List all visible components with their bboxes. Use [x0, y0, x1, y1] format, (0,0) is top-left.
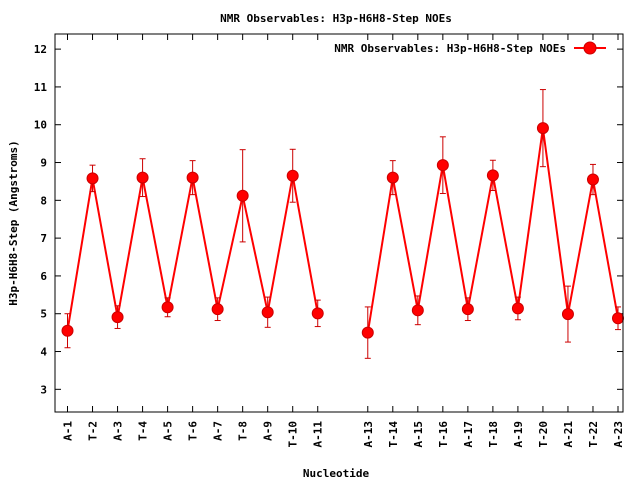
y-tick-label: 7 — [40, 232, 47, 245]
x-tick-label: T-14 — [387, 421, 400, 448]
data-point — [412, 305, 423, 316]
x-tick-label: T-20 — [537, 421, 550, 448]
y-tick-label: 12 — [34, 43, 47, 56]
x-tick-label: T-16 — [437, 421, 450, 448]
y-tick-label: 9 — [40, 157, 47, 170]
y-tick-label: 6 — [40, 270, 47, 283]
data-point — [537, 123, 548, 134]
x-tick-label: A-17 — [462, 421, 475, 448]
x-tick-label: A-5 — [162, 421, 175, 441]
legend-marker — [584, 42, 596, 54]
series-line — [68, 176, 318, 331]
x-tick-label: A-1 — [62, 421, 75, 441]
plot-area — [62, 90, 623, 359]
series-line — [368, 128, 618, 333]
x-tick-label: A-3 — [112, 421, 125, 441]
legend-label: NMR Observables: H3p-H6H8-Step NOEs — [334, 42, 566, 55]
x-tick-label: A-7 — [212, 421, 225, 441]
data-point — [87, 173, 98, 184]
x-tick-label: T-10 — [287, 421, 300, 448]
y-tick-label: 3 — [40, 383, 47, 396]
x-tick-label: T-8 — [237, 421, 250, 441]
data-point — [387, 172, 398, 183]
data-point — [362, 327, 373, 338]
y-tick-label: 4 — [40, 346, 47, 359]
y-tick-label: 5 — [40, 308, 47, 321]
data-point — [62, 325, 73, 336]
y-tick-label: 11 — [34, 81, 48, 94]
y-tick-label: 8 — [40, 194, 47, 207]
data-point — [187, 172, 198, 183]
data-point — [562, 309, 573, 320]
x-tick-label: A-19 — [512, 421, 525, 448]
x-axis: A-1 T-2 A-3 T-4 A-5 T-6 A-7 T-8 A-9 T-10 A-11 A-13 T… — [62, 34, 625, 448]
x-tick-label: A-9 — [262, 421, 275, 441]
data-point — [162, 302, 173, 313]
x-tick-label: A-21 — [562, 421, 575, 448]
plot-frame — [55, 34, 623, 412]
x-tick-label: T-18 — [487, 421, 500, 448]
legend: NMR Observables: H3p-H6H8-Step NOEs — [334, 42, 606, 55]
data-point — [587, 174, 598, 185]
data-point — [237, 190, 248, 201]
data-point — [137, 172, 148, 183]
chart-title: NMR Observables: H3p-H6H8-Step NOEs — [220, 12, 452, 25]
x-axis-label: Nucleotide — [303, 467, 370, 480]
y-axis: 3 4 5 6 7 8 9 10 11 12 — [34, 43, 623, 396]
x-tick-label: T-4 — [137, 421, 150, 441]
data-point — [487, 170, 498, 181]
data-point — [262, 307, 273, 318]
data-point — [462, 304, 473, 315]
x-tick-label: A-15 — [412, 421, 425, 448]
data-point — [312, 308, 323, 319]
x-tick-label: A-23 — [612, 421, 625, 448]
data-point — [112, 312, 123, 323]
x-tick-label: T-2 — [87, 421, 100, 441]
data-point — [287, 170, 298, 181]
data-point — [212, 304, 223, 315]
y-tick-label: 10 — [34, 119, 47, 132]
x-tick-label: T-6 — [187, 421, 200, 441]
data-point — [437, 160, 448, 171]
x-tick-label: A-13 — [362, 421, 375, 448]
x-tick-label: T-22 — [587, 421, 600, 448]
y-axis-label: H3p-H6H8-Step (Angstroms) — [7, 140, 20, 306]
x-tick-label: A-11 — [312, 421, 325, 448]
data-point — [612, 313, 623, 324]
data-point — [512, 303, 523, 314]
